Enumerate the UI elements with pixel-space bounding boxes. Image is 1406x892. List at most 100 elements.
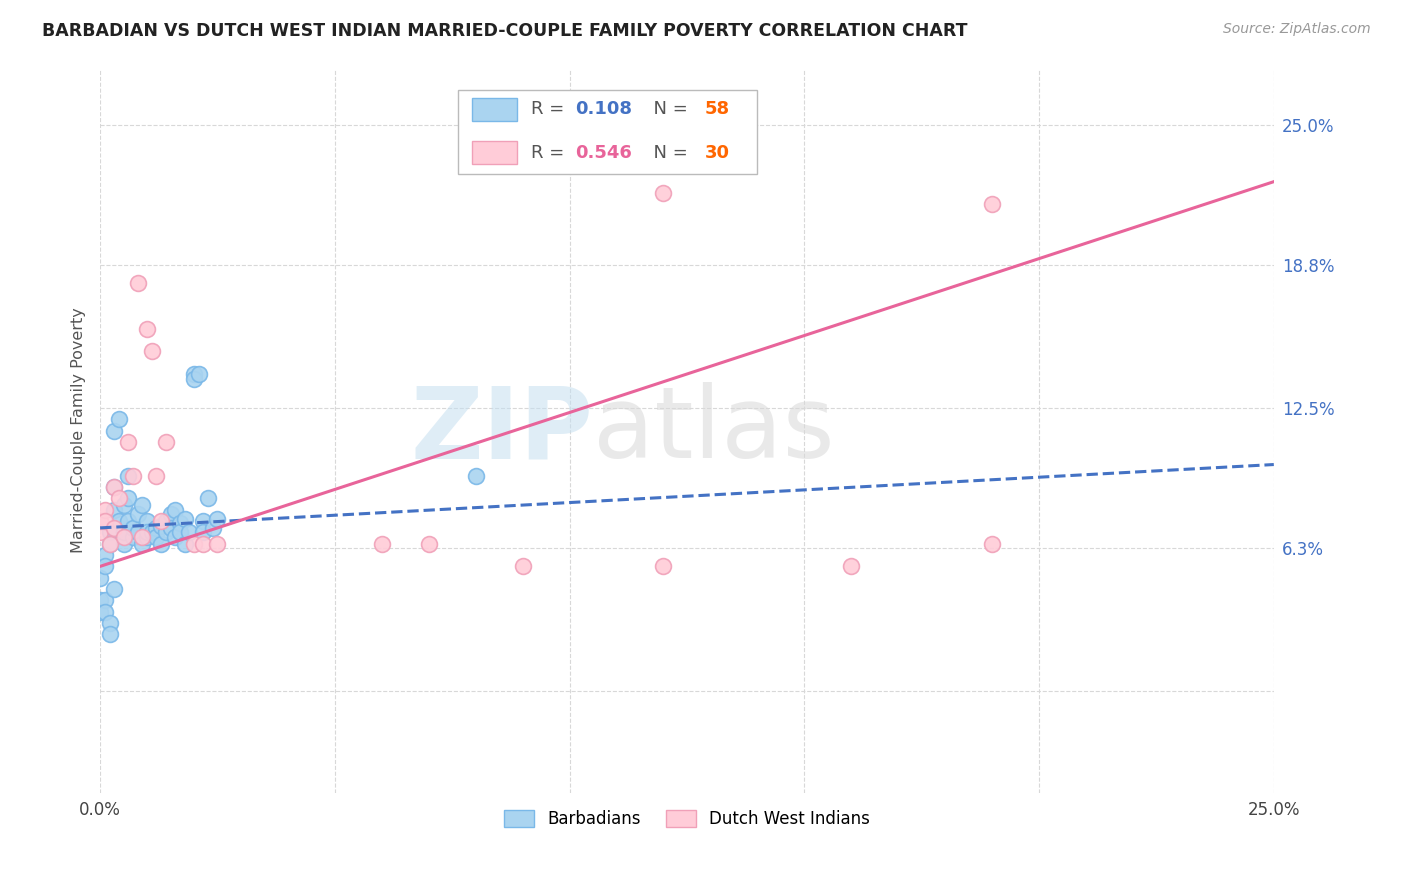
Point	[98, 627, 121, 641]
Point	[108, 491, 131, 506]
Text: BARBADIAN VS DUTCH WEST INDIAN MARRIED-COUPLE FAMILY POVERTY CORRELATION CHART: BARBADIAN VS DUTCH WEST INDIAN MARRIED-C…	[42, 22, 967, 40]
Point	[418, 537, 440, 551]
Text: 58: 58	[704, 101, 730, 119]
Point	[94, 503, 117, 517]
Point	[122, 468, 145, 483]
Point	[150, 518, 173, 533]
Point	[112, 498, 135, 512]
Point	[94, 605, 117, 619]
Point	[89, 525, 111, 540]
Point	[103, 503, 125, 517]
Point	[127, 277, 149, 291]
Text: N =: N =	[643, 144, 695, 161]
Point	[197, 491, 219, 506]
Point	[145, 468, 167, 483]
Legend: Barbadians, Dutch West Indians: Barbadians, Dutch West Indians	[498, 804, 877, 835]
Point	[981, 537, 1004, 551]
Point	[155, 434, 177, 449]
Y-axis label: Married-Couple Family Poverty: Married-Couple Family Poverty	[72, 308, 86, 553]
Point	[112, 530, 135, 544]
Point	[117, 491, 139, 506]
Point	[183, 367, 205, 381]
Text: ZIP: ZIP	[411, 382, 593, 479]
Point	[103, 480, 125, 494]
Text: N =: N =	[643, 101, 695, 119]
Bar	[472, 98, 517, 121]
Point	[131, 537, 153, 551]
Point	[103, 480, 125, 494]
Point	[136, 525, 159, 540]
Point	[839, 559, 862, 574]
Point	[98, 537, 121, 551]
Point	[127, 525, 149, 540]
Text: R =: R =	[531, 101, 569, 119]
Point	[112, 525, 135, 540]
Point	[155, 514, 177, 528]
Point	[136, 322, 159, 336]
Point	[98, 525, 121, 540]
Point	[103, 521, 125, 535]
Point	[193, 525, 215, 540]
Point	[201, 521, 224, 535]
Point	[165, 530, 187, 544]
Point	[173, 537, 195, 551]
Point	[117, 434, 139, 449]
Point	[371, 537, 394, 551]
Point	[141, 344, 163, 359]
Point	[89, 571, 111, 585]
Text: R =: R =	[531, 144, 569, 161]
Point	[98, 537, 121, 551]
Point	[103, 424, 125, 438]
Point	[652, 559, 675, 574]
Point	[207, 512, 229, 526]
Point	[145, 530, 167, 544]
Point	[179, 525, 201, 540]
Point	[193, 537, 215, 551]
Point	[108, 514, 131, 528]
FancyBboxPatch shape	[458, 90, 758, 174]
Text: 0.546: 0.546	[575, 144, 633, 161]
Text: Source: ZipAtlas.com: Source: ZipAtlas.com	[1223, 22, 1371, 37]
Text: atlas: atlas	[593, 382, 835, 479]
Point	[981, 197, 1004, 211]
Point	[187, 367, 209, 381]
Point	[183, 537, 205, 551]
Point	[165, 503, 187, 517]
Point	[207, 537, 229, 551]
Point	[94, 593, 117, 607]
Point	[136, 530, 159, 544]
Point	[112, 525, 135, 540]
Point	[136, 514, 159, 528]
Point	[155, 525, 177, 540]
Point	[169, 525, 191, 540]
Point	[512, 559, 534, 574]
Point	[193, 514, 215, 528]
Point	[117, 468, 139, 483]
Point	[94, 514, 117, 528]
Point	[103, 582, 125, 596]
Point	[169, 516, 191, 531]
Text: 30: 30	[704, 144, 730, 161]
Point	[98, 615, 121, 630]
Point	[117, 514, 139, 528]
Point	[145, 521, 167, 535]
Point	[131, 498, 153, 512]
Point	[122, 521, 145, 535]
Point	[127, 508, 149, 522]
Point	[183, 371, 205, 385]
Point	[150, 514, 173, 528]
Point	[89, 593, 111, 607]
Bar	[472, 141, 517, 164]
Point	[89, 605, 111, 619]
Point	[652, 186, 675, 200]
Point	[159, 521, 181, 535]
Text: 0.108: 0.108	[575, 101, 633, 119]
Point	[89, 514, 111, 528]
Point	[108, 412, 131, 426]
Point	[112, 537, 135, 551]
Point	[94, 559, 117, 574]
Point	[94, 548, 117, 562]
Point	[173, 512, 195, 526]
Point	[122, 530, 145, 544]
Point	[141, 525, 163, 540]
